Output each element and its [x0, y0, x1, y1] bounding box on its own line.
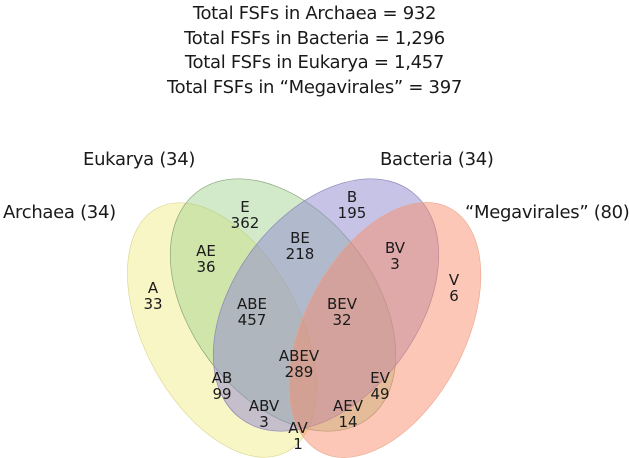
total-megavirales: Total FSFs in “Megavirales” = 397 — [166, 76, 463, 98]
region-B: B 195 — [337, 188, 367, 222]
region-BE: BE 218 — [285, 229, 315, 263]
region-ABV: ABV 3 — [248, 397, 280, 431]
region-ABE: ABE 457 — [236, 295, 268, 329]
region-AB: AB 99 — [211, 369, 233, 403]
region-ABEV: ABEV 289 — [278, 347, 320, 381]
region-BEV: BEV 32 — [326, 295, 358, 329]
megavirales-ellipse — [288, 202, 482, 458]
region-AV: AV 1 — [288, 419, 308, 453]
region-E: E 362 — [230, 198, 260, 232]
total-archaea: Total FSFs in Archaea = 932 — [192, 3, 437, 24]
megavirales-label: “Megavirales” (80) — [465, 202, 629, 223]
region-EV: EV 49 — [370, 369, 390, 403]
bacteria-label: Bacteria (34) — [380, 149, 494, 170]
eukarya-label: Eukarya (34) — [83, 149, 196, 170]
totals-block: Total FSFs in Archaea = 932 Total FSFs i… — [0, 2, 629, 100]
region-BV: BV 3 — [384, 239, 406, 273]
archaea-label: Archaea (34) — [3, 202, 116, 223]
bacteria-ellipse — [212, 178, 440, 432]
total-eukarya: Total FSFs in Eukarya = 1,457 — [184, 52, 445, 73]
region-A: A 33 — [143, 279, 163, 313]
region-AE: AE 36 — [196, 242, 216, 276]
region-AEV: AEV 14 — [333, 397, 363, 431]
total-bacteria: Total FSFs in Bacteria = 1,296 — [184, 27, 445, 49]
